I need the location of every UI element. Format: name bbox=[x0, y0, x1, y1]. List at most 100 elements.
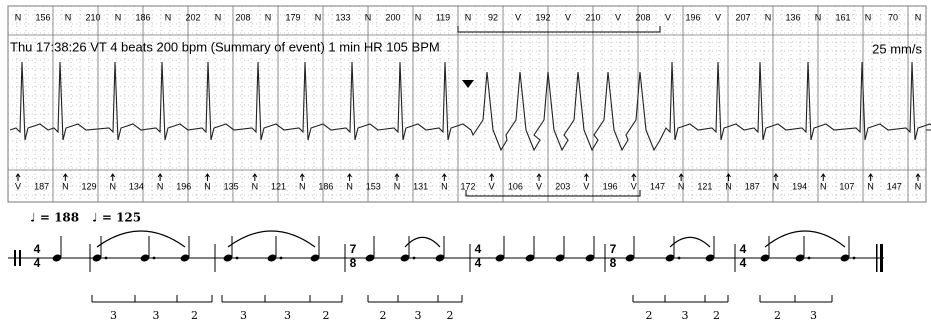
repeat-bar bbox=[19, 250, 21, 266]
grouping-number: 2 bbox=[646, 309, 653, 322]
beat-annotation: 192 bbox=[535, 12, 550, 22]
dot bbox=[677, 256, 681, 260]
note-head bbox=[760, 254, 770, 262]
dot bbox=[412, 256, 416, 260]
beat-annotation: 106 bbox=[508, 181, 523, 191]
beat-annotation: N bbox=[441, 181, 448, 191]
time-sig: 4 bbox=[740, 256, 747, 270]
grouping-number: 3 bbox=[682, 309, 689, 322]
beat-annotation: V bbox=[489, 181, 495, 191]
note-head bbox=[840, 254, 850, 262]
beat-annotation: 131 bbox=[413, 181, 428, 191]
dot bbox=[104, 256, 108, 260]
beat-arrow bbox=[584, 173, 589, 181]
beat-annotation: N bbox=[265, 12, 272, 22]
note-head bbox=[400, 254, 410, 262]
beat-arrow bbox=[726, 173, 731, 181]
note-head bbox=[625, 254, 635, 262]
beat-annotation: V bbox=[583, 181, 589, 191]
final-bar bbox=[880, 244, 883, 272]
note-head bbox=[795, 254, 805, 262]
beat-arrow bbox=[489, 173, 495, 181]
beat-annotation: N bbox=[815, 12, 822, 22]
beat-annotation: 179 bbox=[285, 12, 300, 22]
slur bbox=[669, 236, 711, 248]
beat-annotation: N bbox=[346, 181, 353, 191]
beat-annotation: 172 bbox=[460, 181, 475, 191]
beat-annotation: N bbox=[15, 12, 22, 22]
beat-annotation: 135 bbox=[224, 181, 239, 191]
grouping-number: 2 bbox=[774, 309, 781, 322]
beat-annotation: N bbox=[867, 181, 874, 191]
beat-annotation: 187 bbox=[34, 181, 49, 191]
beat-annotation: N bbox=[65, 12, 72, 22]
beat-arrow bbox=[631, 173, 637, 181]
note-head bbox=[310, 254, 320, 262]
note-head bbox=[585, 254, 595, 262]
beat-annotation: 202 bbox=[185, 12, 200, 22]
beat-annotation: 196 bbox=[603, 181, 618, 191]
beat-annotation: N bbox=[252, 181, 259, 191]
beat-annotation: 121 bbox=[271, 181, 286, 191]
grouping-number: 2 bbox=[323, 309, 330, 322]
beat-annotation: N bbox=[773, 181, 780, 191]
note-head bbox=[180, 254, 190, 262]
event-marker bbox=[462, 80, 474, 88]
beat-annotation: N bbox=[157, 181, 164, 191]
beat-arrow bbox=[110, 173, 116, 181]
note-head bbox=[665, 254, 675, 262]
beat-annotation: 186 bbox=[318, 181, 333, 191]
beat-annotation: 210 bbox=[585, 12, 600, 22]
slur bbox=[404, 236, 441, 248]
beat-annotation: N bbox=[678, 181, 685, 191]
beat-annotation: 187 bbox=[745, 181, 760, 191]
time-sig: 4 bbox=[34, 242, 41, 256]
beat-annotation: 207 bbox=[735, 12, 750, 22]
beat-arrow bbox=[62, 173, 68, 181]
time-sig: 7 bbox=[610, 242, 617, 256]
beat-arrow bbox=[252, 173, 258, 181]
beat-annotation: N bbox=[365, 12, 372, 22]
beat-annotation: N bbox=[915, 12, 922, 22]
dot bbox=[235, 256, 239, 260]
slur bbox=[227, 230, 316, 248]
beat-annotation: N bbox=[765, 12, 772, 22]
beat-annotation: 208 bbox=[235, 12, 250, 22]
note-head bbox=[365, 254, 375, 262]
time-sig: 7 bbox=[350, 242, 357, 256]
beat-annotation: 147 bbox=[887, 181, 902, 191]
beat-annotation: N bbox=[820, 181, 827, 191]
beat-annotation: 186 bbox=[135, 12, 150, 22]
beat-annotation: V bbox=[631, 181, 637, 191]
beat-arrow bbox=[347, 173, 352, 181]
beat-annotation: N bbox=[204, 181, 211, 191]
beat-arrow bbox=[868, 173, 874, 181]
beat-annotation: N bbox=[299, 181, 306, 191]
time-sig: 8 bbox=[350, 256, 357, 270]
grouping-number: 2 bbox=[191, 309, 198, 322]
grouping-number: 3 bbox=[240, 309, 247, 322]
beat-annotation: N bbox=[165, 12, 172, 22]
beat-arrow bbox=[157, 173, 163, 181]
beat-annotation: V bbox=[665, 12, 671, 22]
time-sig: 8 bbox=[610, 256, 617, 270]
strip-speed: 25 mm/s bbox=[872, 41, 922, 56]
note-head bbox=[140, 254, 150, 262]
beat-annotation: V bbox=[536, 181, 542, 191]
beat-annotation: N bbox=[62, 181, 69, 191]
beat-annotation: 200 bbox=[385, 12, 400, 22]
grouping-number: 3 bbox=[415, 309, 422, 322]
note-head bbox=[92, 254, 102, 262]
grouping-number: 2 bbox=[447, 309, 454, 322]
note-head bbox=[555, 254, 565, 262]
strip-header: Thu 17:38:26 VT 4 beats 200 bpm (Summary… bbox=[10, 39, 440, 54]
beat-annotation: 133 bbox=[335, 12, 350, 22]
beat-annotation: N bbox=[915, 181, 922, 191]
beat-annotation: 203 bbox=[555, 181, 570, 191]
note-head bbox=[495, 254, 505, 262]
beat-annotation: N bbox=[394, 181, 401, 191]
beat-annotation: V bbox=[565, 12, 571, 22]
slur bbox=[764, 230, 846, 248]
beat-annotation: N bbox=[415, 12, 422, 22]
note-head bbox=[525, 254, 535, 262]
